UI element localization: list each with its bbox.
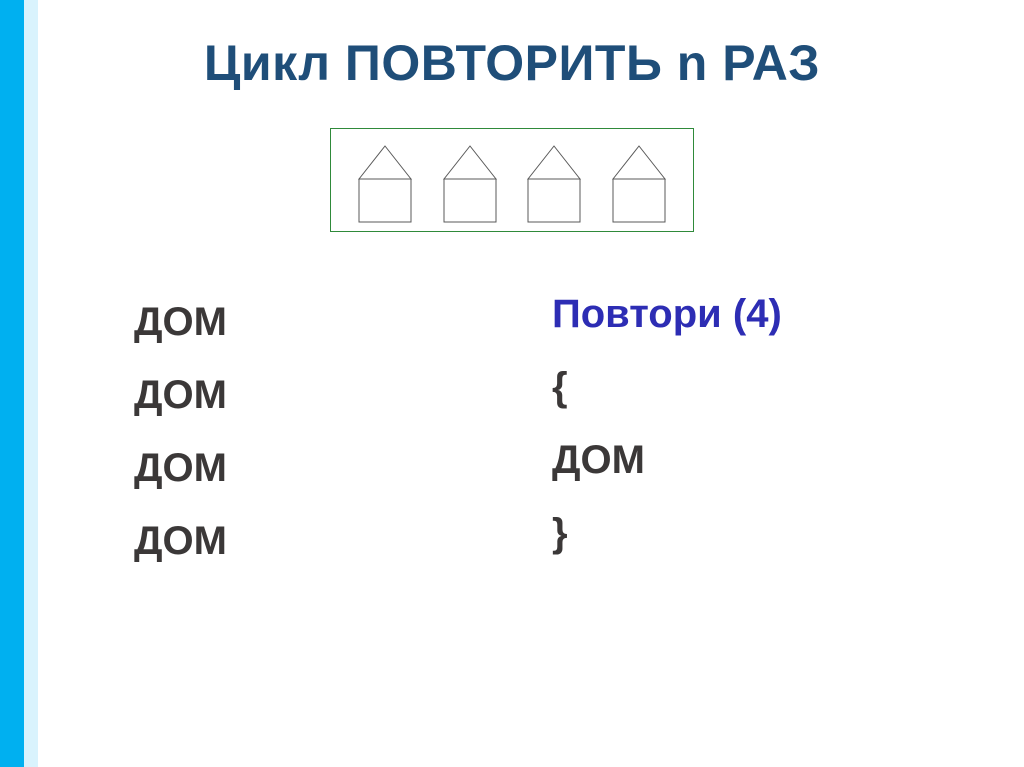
slide: Цикл ПОВТОРИТЬ n РАЗ ДОМ ДОМ ДОМ ДОМ Повтор… xyxy=(0,0,1024,767)
code-line-repeat: Повтори (4) xyxy=(552,292,782,337)
code-line-dom: ДОМ xyxy=(134,373,227,418)
code-line-dom: ДОМ xyxy=(134,300,227,345)
house-icon xyxy=(527,145,581,223)
side-accent-bar-1 xyxy=(0,0,24,767)
house-icon xyxy=(443,145,497,223)
house-icon xyxy=(612,145,666,223)
left-code-column: ДОМ ДОМ ДОМ ДОМ xyxy=(134,300,227,564)
code-line-dom: ДОМ xyxy=(134,446,227,491)
house-icon xyxy=(358,145,412,223)
right-code-column: Повтори (4) { ДОМ } xyxy=(552,292,782,556)
code-line-dom: ДОМ xyxy=(134,519,227,564)
code-line-close-brace: } xyxy=(552,511,782,556)
houses-diagram-box xyxy=(330,128,694,232)
slide-title: Цикл ПОВТОРИТЬ n РАЗ xyxy=(0,34,1024,92)
side-accent-bar-2 xyxy=(24,0,38,767)
code-line-open-brace: { xyxy=(552,365,782,410)
code-line-body: ДОМ xyxy=(552,438,782,483)
